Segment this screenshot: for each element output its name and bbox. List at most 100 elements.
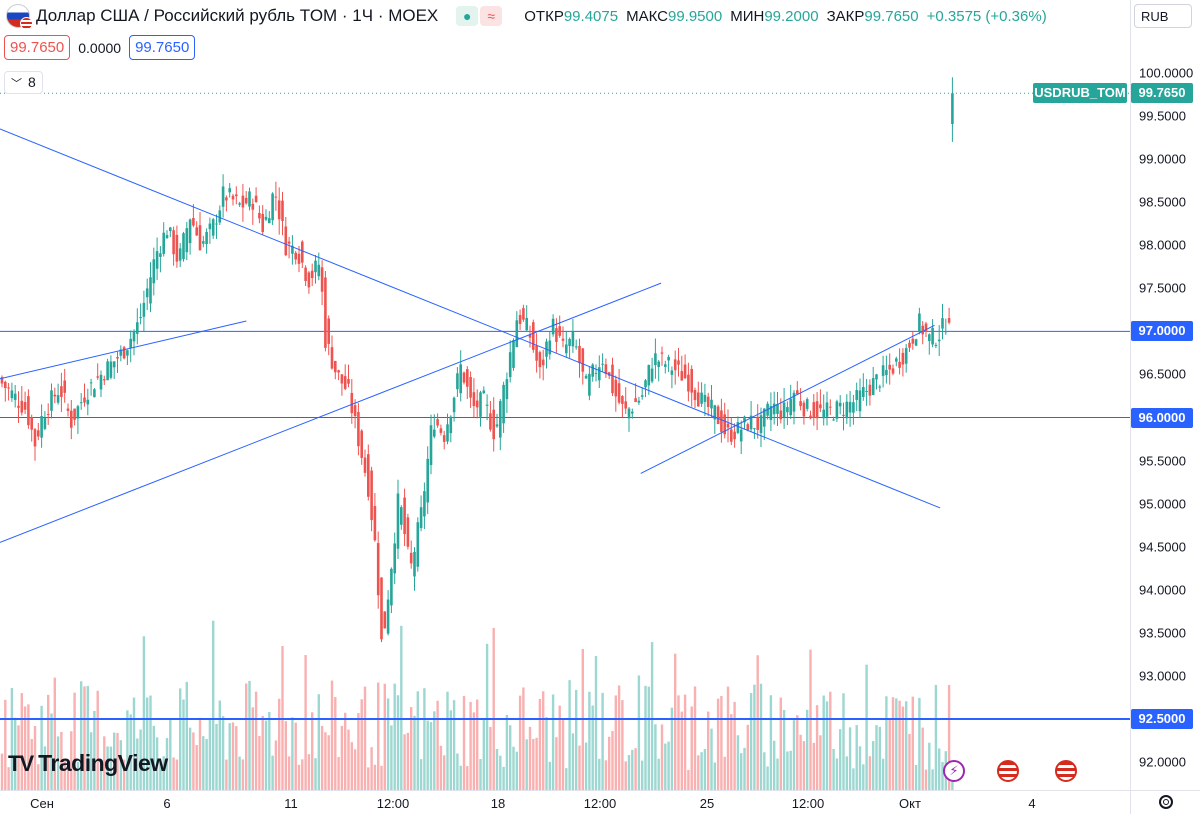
- candle-body: [211, 219, 215, 236]
- volume-bar: [314, 758, 317, 790]
- candle-body: [885, 369, 888, 376]
- volume-bar: [542, 691, 545, 790]
- candle-body: [258, 212, 261, 219]
- symbol-title[interactable]: Доллар США / Российский рубль TOM · 1Ч ·…: [36, 6, 439, 25]
- candle-body: [40, 416, 43, 438]
- candle-body: [46, 413, 50, 415]
- candle-body: [535, 345, 538, 361]
- volume-bar: [875, 725, 878, 790]
- volume-bar: [555, 737, 558, 790]
- volume-bar: [588, 691, 591, 790]
- volume-bar: [518, 695, 522, 790]
- candle-body: [363, 457, 367, 473]
- candle-body: [594, 372, 598, 374]
- candle-body: [898, 361, 901, 368]
- candle-body: [878, 386, 882, 388]
- candle-body: [769, 406, 773, 421]
- volume-bar: [895, 698, 898, 790]
- volume-bar: [756, 655, 759, 790]
- candle-body: [650, 368, 654, 382]
- candle-body: [739, 429, 743, 442]
- volume-bar: [769, 695, 773, 790]
- volume-bar: [254, 691, 258, 790]
- candle-body: [607, 372, 611, 376]
- delayed-data-icon[interactable]: ≈: [480, 6, 503, 26]
- volume-bar: [30, 739, 33, 790]
- volume-bar: [221, 716, 225, 790]
- candle-body: [452, 397, 456, 413]
- candle-body: [314, 260, 317, 273]
- price-tick-label: 95.5000: [1139, 453, 1186, 469]
- level-tag-97[interactable]: 97.0000: [1131, 321, 1193, 342]
- volume-bar: [419, 759, 423, 790]
- candle-body: [284, 226, 288, 256]
- chart-settings-button[interactable]: [1130, 790, 1200, 814]
- time-tick-label: Сен: [30, 796, 54, 811]
- event-lightning-icon[interactable]: ⚡: [943, 760, 965, 782]
- tradingview-logo[interactable]: TV TradingView: [8, 750, 168, 777]
- candle-body: [716, 406, 720, 424]
- volume-bar: [235, 726, 238, 790]
- chart-plot-area[interactable]: [0, 0, 1130, 790]
- candle-body: [947, 318, 951, 323]
- volume-bar: [654, 724, 657, 790]
- market-open-icon[interactable]: ●: [456, 6, 479, 26]
- candle-body: [792, 392, 796, 412]
- volume-bar: [924, 769, 928, 790]
- volume-bar: [433, 711, 436, 790]
- candle-body: [446, 424, 449, 442]
- time-axis[interactable]: [0, 790, 1200, 815]
- candle-body: [409, 552, 413, 564]
- sell-price-button[interactable]: 99.7650: [4, 35, 71, 60]
- volume-bar: [575, 689, 578, 790]
- candle-body: [528, 334, 532, 338]
- volume-bar: [667, 741, 670, 790]
- candle-body: [228, 188, 231, 193]
- candle-body: [611, 364, 614, 394]
- candle-body: [205, 231, 208, 244]
- gear-icon: [1159, 795, 1173, 809]
- indicators-toggle[interactable]: ﹀ 8: [4, 71, 43, 94]
- level-tag-96[interactable]: 96.0000: [1131, 407, 1193, 428]
- price-axis[interactable]: [1130, 0, 1200, 790]
- candle-body: [683, 364, 687, 379]
- candle-body: [799, 401, 802, 407]
- time-tick-label: 12:00: [583, 796, 617, 811]
- volume-bar: [782, 710, 786, 790]
- volume-bar: [759, 683, 763, 790]
- volume-bar: [271, 755, 274, 790]
- candle-body: [294, 252, 297, 260]
- buy-price-button[interactable]: 99.7650: [129, 35, 196, 60]
- candle-body: [472, 392, 476, 407]
- event-us-flag-icon[interactable]: [997, 760, 1019, 782]
- candle-body: [400, 507, 403, 525]
- candle-body: [479, 392, 482, 417]
- level-tag-92-5[interactable]: 92.5000: [1131, 708, 1193, 729]
- candle-body: [515, 320, 519, 348]
- candle-body: [805, 399, 809, 409]
- chart-svg[interactable]: [0, 0, 1130, 790]
- volume-bar: [179, 688, 182, 790]
- volume-bar: [330, 680, 334, 790]
- currency-select[interactable]: RUB: [1134, 4, 1192, 28]
- price-tick-label: 100.0000: [1139, 65, 1194, 81]
- volume-bar: [713, 762, 716, 790]
- candle-body: [858, 390, 862, 412]
- volume-bar: [868, 756, 872, 790]
- volume-bar: [852, 768, 855, 790]
- candle-body: [225, 197, 228, 201]
- candle-body: [749, 415, 753, 430]
- candle-body: [383, 611, 387, 629]
- volume-bar: [604, 760, 608, 790]
- volume-bar: [225, 759, 228, 790]
- price-tick-label: 93.5000: [1139, 625, 1186, 641]
- volume-bar: [601, 692, 604, 790]
- event-us-flag-icon-2[interactable]: [1055, 760, 1077, 782]
- candle-body: [835, 401, 839, 419]
- time-tick-label: 25: [699, 796, 715, 811]
- volume-bar: [367, 767, 370, 790]
- volume-bar: [429, 722, 433, 790]
- candle-body: [93, 389, 96, 398]
- volume-bar: [502, 766, 505, 790]
- volume-bar: [89, 732, 93, 790]
